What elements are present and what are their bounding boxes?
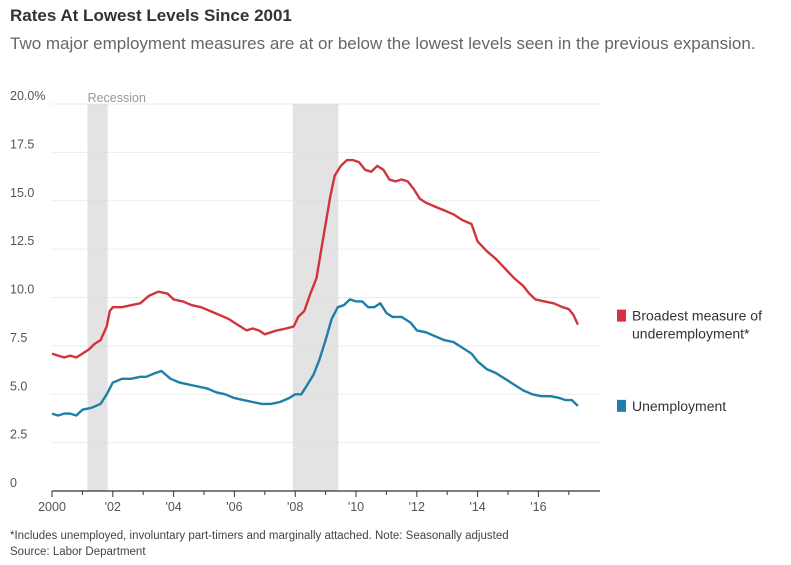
legend-label: underemployment* (632, 326, 750, 342)
y-tick-label: 15.0 (10, 186, 34, 200)
chart-subtitle: Two major employment measures are at or … (10, 34, 756, 53)
x-tick-label: 2000 (38, 500, 66, 514)
x-tick-label: '12 (409, 500, 425, 514)
y-tick-label: 17.5 (10, 137, 34, 151)
line-chart: Recession 0 2.5 5.0 7.5 10.0 12.5 15.0 17.5 20.0… (10, 89, 762, 514)
y-tick-label: 0 (10, 476, 17, 490)
y-tick-label: 12.5 (10, 234, 34, 248)
x-tick-label: '10 (348, 500, 364, 514)
y-tick-label: 7.5 (10, 331, 27, 345)
legend-swatch (617, 399, 626, 412)
gridlines (52, 103, 600, 444)
x-tick-label: '02 (105, 500, 121, 514)
legend-label: Broadest measure of (632, 308, 762, 324)
x-tick-label: '06 (226, 500, 242, 514)
chart-title: Rates At Lowest Levels Since 2001 (10, 6, 292, 25)
recession-band-2 (292, 104, 339, 491)
y-tick-label: 2.5 (10, 428, 27, 442)
legend-label: Unemployment (632, 398, 726, 414)
series-lines (51, 158, 579, 417)
footnote: *Includes unemployed, involuntary part-t… (10, 530, 509, 542)
footnote-block: *Includes unemployed, involuntary part-t… (10, 528, 509, 560)
legend: Broadest measure of underemployment* Unemp… (617, 308, 762, 414)
x-axis: 2000 '02 '04 '06 '08 '10 '12 '14 '16 (38, 490, 600, 514)
series-line-unemployment (51, 298, 579, 417)
legend-swatch (617, 309, 626, 322)
x-tick-label: '14 (469, 500, 485, 514)
recession-label: Recession (88, 91, 146, 105)
x-tick-label: '08 (287, 500, 303, 514)
source-note: Source: Labor Department (10, 546, 146, 558)
x-tick-label: '04 (165, 500, 181, 514)
recession-shading: Recession (87, 91, 339, 491)
series-line-underemployment (51, 158, 579, 359)
x-tick-label: '16 (530, 500, 546, 514)
y-axis-ticks: 0 2.5 5.0 7.5 10.0 12.5 15.0 17.5 20.0% (10, 89, 45, 490)
y-tick-label: 10.0 (10, 283, 34, 297)
y-tick-label: 5.0 (10, 379, 27, 393)
y-tick-label: 20.0% (10, 89, 45, 103)
